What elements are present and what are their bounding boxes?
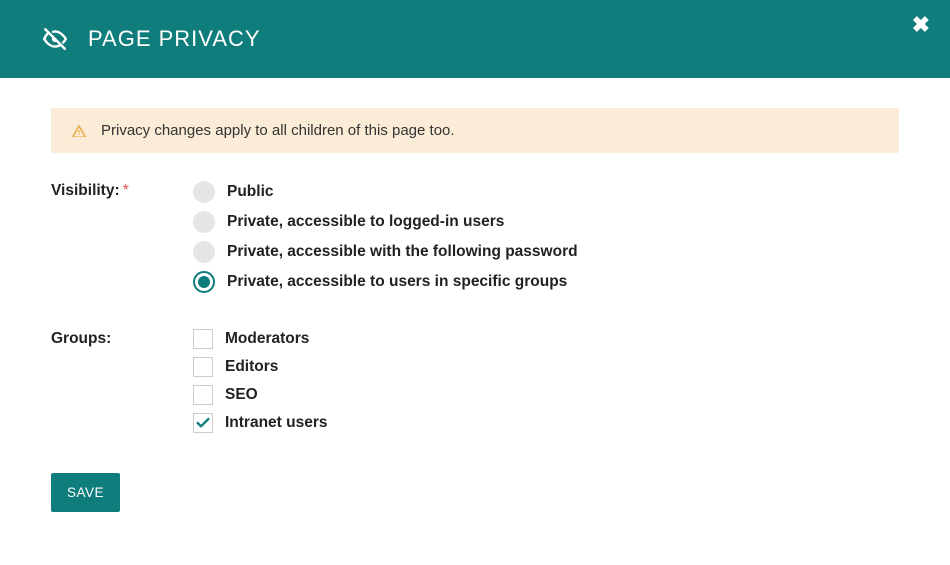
warning-icon <box>71 123 87 139</box>
warning-alert: Privacy changes apply to all children of… <box>51 108 899 153</box>
radio-indicator <box>193 241 215 263</box>
checkbox-label: Editors <box>225 358 278 376</box>
radio-label: Private, accessible to logged-in users <box>227 213 504 231</box>
visibility-radio[interactable]: Private, accessible to users in specific… <box>193 271 899 293</box>
groups-label: Groups: <box>51 330 111 347</box>
save-button[interactable]: SAVE <box>51 473 120 512</box>
close-icon[interactable]: ✖ <box>912 14 930 36</box>
groups-row: Groups: Moderators Editors SEO Intranet use… <box>51 329 899 441</box>
radio-label: Private, accessible to users in specific… <box>227 273 567 291</box>
checkbox-label: Intranet users <box>225 414 328 432</box>
visibility-radio[interactable]: Public <box>193 181 899 203</box>
group-checkbox[interactable]: SEO <box>193 385 899 405</box>
checkbox-indicator <box>193 413 213 433</box>
checkbox-indicator <box>193 385 213 405</box>
visibility-radio[interactable]: Private, accessible with the following p… <box>193 241 899 263</box>
group-checkbox[interactable]: Moderators <box>193 329 899 349</box>
visibility-radio[interactable]: Private, accessible to logged-in users <box>193 211 899 233</box>
group-checkbox[interactable]: Editors <box>193 357 899 377</box>
visibility-options: Public Private, accessible to logged-in u… <box>193 181 899 301</box>
visibility-label: Visibility: <box>51 182 120 199</box>
visibility-row: Visibility:* Public Private, accessible t… <box>51 181 899 301</box>
groups-options: Moderators Editors SEO Intranet users <box>193 329 899 441</box>
visibility-label-col: Visibility:* <box>51 181 193 301</box>
groups-label-col: Groups: <box>51 329 193 441</box>
radio-indicator <box>193 181 215 203</box>
radio-indicator <box>193 271 215 293</box>
radio-label: Public <box>227 183 274 201</box>
dialog-header: PAGE PRIVACY ✖ <box>0 0 950 78</box>
checkbox-indicator <box>193 357 213 377</box>
radio-indicator <box>193 211 215 233</box>
radio-label: Private, accessible with the following p… <box>227 243 578 261</box>
privacy-icon <box>42 26 68 52</box>
checkbox-indicator <box>193 329 213 349</box>
group-checkbox[interactable]: Intranet users <box>193 413 899 433</box>
warning-text: Privacy changes apply to all children of… <box>101 122 455 139</box>
required-asterisk: * <box>123 182 129 199</box>
dialog-content: Privacy changes apply to all children of… <box>0 78 950 542</box>
checkbox-label: SEO <box>225 386 258 404</box>
dialog-title: PAGE PRIVACY <box>88 26 261 52</box>
checkbox-label: Moderators <box>225 330 309 348</box>
